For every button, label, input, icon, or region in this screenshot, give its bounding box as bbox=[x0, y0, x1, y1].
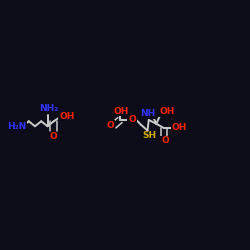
Text: OH: OH bbox=[159, 107, 174, 116]
Text: H₂N: H₂N bbox=[8, 122, 27, 131]
Text: NH: NH bbox=[140, 109, 156, 118]
Text: SH: SH bbox=[142, 132, 156, 140]
Text: O: O bbox=[161, 136, 169, 145]
Text: NH₂: NH₂ bbox=[39, 104, 58, 113]
Text: O: O bbox=[106, 121, 114, 130]
Text: OH: OH bbox=[172, 124, 187, 132]
Text: OH: OH bbox=[114, 107, 129, 116]
Text: O: O bbox=[128, 115, 136, 124]
Text: OH: OH bbox=[59, 112, 74, 121]
Text: O: O bbox=[50, 132, 58, 141]
